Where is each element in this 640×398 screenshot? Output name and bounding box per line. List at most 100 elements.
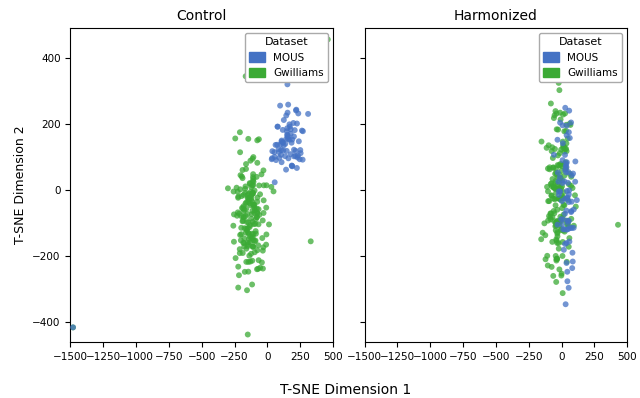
Point	[243, 195, 253, 201]
Point	[559, 227, 569, 234]
Point	[239, 214, 249, 220]
Point	[563, 219, 573, 225]
Point	[244, 190, 254, 197]
Point	[287, 140, 297, 146]
Point	[243, 243, 253, 250]
Point	[248, 174, 258, 180]
Point	[283, 133, 293, 140]
Point	[564, 218, 574, 224]
Point	[559, 202, 570, 209]
Point	[288, 120, 298, 126]
Point	[247, 230, 257, 237]
Point	[558, 111, 568, 118]
Legend: MOUS, Gwilliams: MOUS, Gwilliams	[539, 33, 622, 82]
Point	[245, 158, 255, 164]
Point	[568, 170, 578, 177]
Point	[552, 207, 563, 213]
Point	[550, 180, 561, 186]
Point	[261, 182, 271, 189]
Point	[553, 152, 563, 159]
Point	[557, 195, 567, 201]
Point	[548, 273, 558, 279]
Point	[563, 226, 573, 232]
Point	[564, 235, 575, 241]
Point	[68, 324, 78, 331]
Point	[248, 179, 259, 185]
Point	[242, 287, 252, 293]
Point	[552, 137, 563, 143]
Point	[68, 324, 78, 331]
Point	[567, 265, 577, 271]
Point	[550, 196, 560, 203]
Point	[250, 228, 260, 234]
Point	[548, 184, 559, 190]
Point	[562, 159, 572, 166]
Point	[275, 141, 285, 148]
Point	[241, 205, 252, 212]
Point	[551, 170, 561, 176]
Point	[235, 232, 245, 238]
Point	[562, 123, 572, 129]
Point	[252, 194, 262, 201]
Point	[268, 188, 278, 195]
Point	[559, 202, 569, 208]
Point	[273, 123, 283, 130]
Point	[553, 170, 563, 176]
Point	[236, 213, 246, 219]
Point	[295, 147, 305, 153]
Point	[244, 253, 255, 259]
Point	[228, 222, 239, 229]
Point	[243, 242, 253, 248]
Point	[562, 195, 572, 201]
Point	[253, 242, 264, 248]
Point	[552, 162, 563, 168]
Point	[232, 185, 242, 191]
Point	[547, 192, 557, 199]
Point	[560, 196, 570, 202]
Point	[252, 211, 262, 217]
Point	[551, 279, 561, 285]
Point	[560, 152, 570, 158]
Point	[563, 194, 573, 201]
Point	[281, 166, 291, 173]
Point	[249, 205, 259, 211]
Point	[554, 246, 564, 252]
Point	[559, 228, 570, 235]
Point	[282, 125, 292, 131]
Point	[552, 238, 562, 244]
Point	[252, 247, 262, 254]
Point	[251, 216, 261, 222]
Point	[556, 185, 566, 191]
Point	[554, 187, 564, 193]
Point	[289, 146, 299, 153]
Point	[536, 139, 547, 145]
Point	[560, 145, 570, 152]
Point	[248, 231, 259, 237]
Point	[568, 185, 578, 191]
Point	[552, 76, 562, 83]
Point	[247, 191, 257, 197]
Point	[241, 73, 251, 80]
Point	[249, 201, 259, 208]
Point	[557, 157, 568, 163]
Point	[236, 237, 246, 244]
Point	[278, 139, 288, 146]
Point	[243, 211, 253, 217]
Point	[241, 229, 251, 236]
Point	[561, 140, 572, 146]
Point	[287, 163, 297, 169]
Point	[253, 257, 264, 263]
Point	[267, 155, 277, 161]
Point	[276, 147, 286, 153]
Point	[557, 253, 568, 259]
Point	[556, 192, 566, 199]
Point	[546, 181, 556, 187]
Point	[247, 281, 257, 288]
Point	[552, 240, 563, 246]
Point	[557, 205, 567, 211]
Point	[246, 195, 256, 201]
Point	[559, 148, 570, 155]
Point	[296, 150, 306, 156]
Point	[540, 256, 550, 262]
Point	[282, 128, 292, 135]
